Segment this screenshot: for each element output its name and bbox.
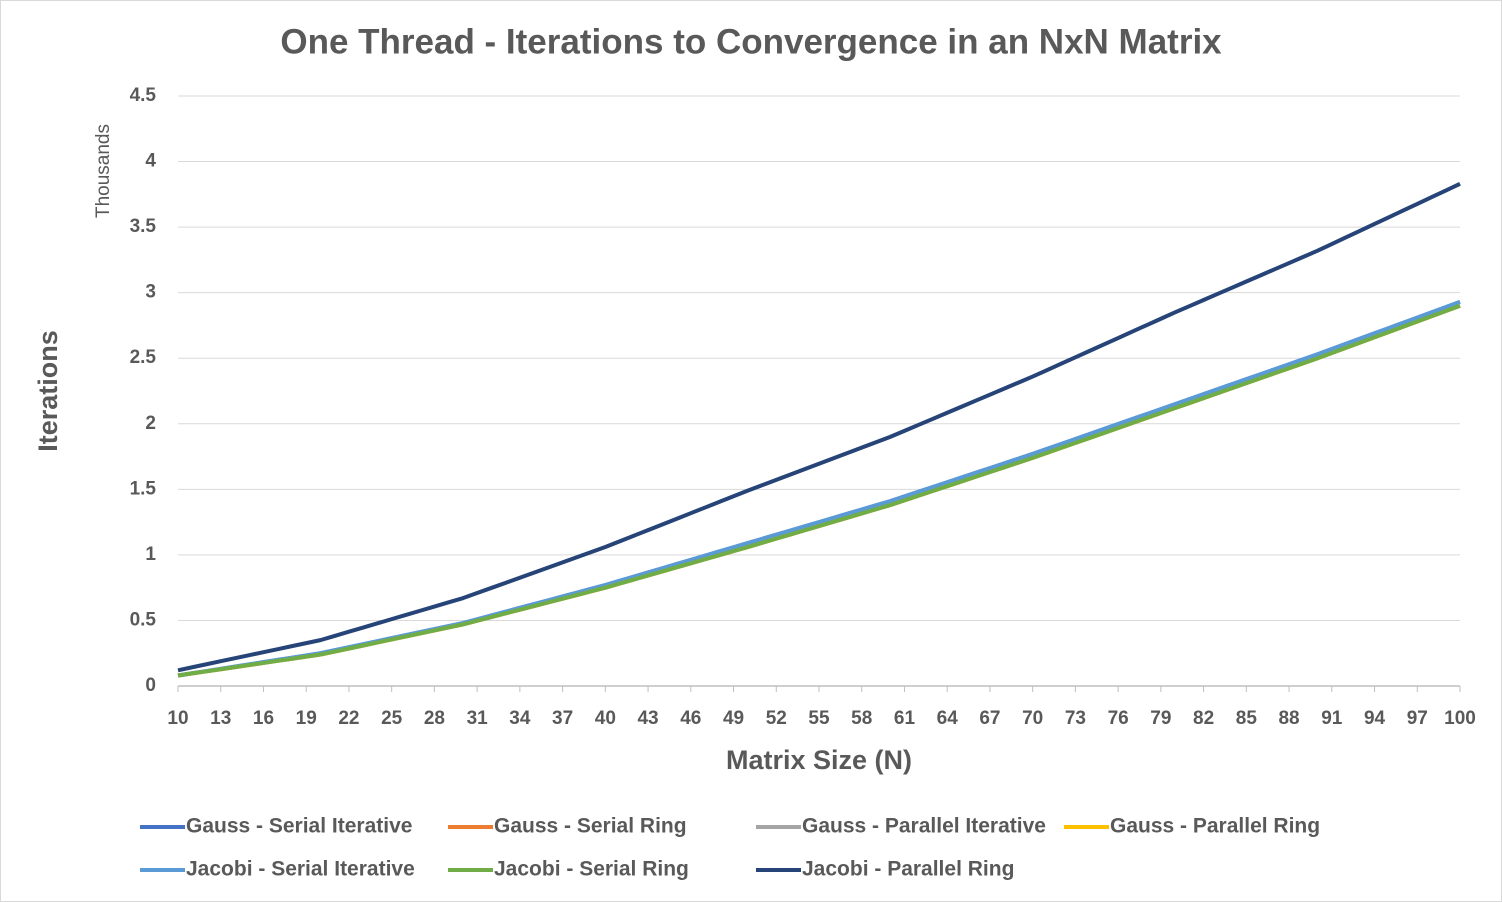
x-tick-label: 40 [595,708,616,729]
x-tick-label: 34 [509,708,531,729]
x-tick-label: 52 [766,708,787,729]
x-tick-label: 100 [1444,708,1476,729]
x-tick-label: 55 [808,708,830,729]
y-axis-label: Iterations [33,330,63,452]
x-tick-label: 79 [1150,708,1171,729]
y-tick-label: 4 [145,151,156,172]
x-tick-label: 82 [1193,708,1214,729]
x-tick-label: 58 [851,708,872,729]
x-tick-label: 37 [552,708,573,729]
series-line [177,182,1461,673]
x-tick-label: 73 [1065,708,1086,729]
y-tick-label: 1.5 [130,478,157,499]
legend-label: Jacobi - Serial Iterative [186,858,415,881]
x-tick-label: 91 [1321,708,1343,729]
legend-label: Jacobi - Serial Ring [494,858,689,881]
x-tick-label: 85 [1236,708,1258,729]
x-tick-label: 31 [467,708,489,729]
x-tick-label: 28 [424,708,445,729]
x-tick-label: 19 [296,708,317,729]
x-axis-label: Matrix Size (N) [726,745,912,775]
series-line [177,303,1461,678]
x-tick-label: 97 [1407,708,1428,729]
legend-label: Jacobi - Parallel Ring [802,858,1014,881]
legend-label: Gauss - Parallel Iterative [802,815,1046,838]
legend-label: Gauss - Serial Iterative [186,815,412,838]
x-tick-label: 88 [1278,708,1299,729]
x-tick-label: 25 [381,708,403,729]
y-unit-label: Thousands [93,124,114,218]
x-tick-label: 61 [894,708,916,729]
chart-title: One Thread - Iterations to Convergence i… [280,22,1222,61]
x-tick-label: 49 [723,708,744,729]
y-tick-label: 3.5 [130,216,157,237]
y-tick-label: 1 [145,544,156,565]
x-tick-label: 76 [1108,708,1129,729]
x-tick-label: 64 [937,708,959,729]
y-tick-label: 4.5 [130,85,157,106]
y-tick-label: 0 [145,675,156,696]
y-tick-label: 2 [145,413,156,434]
x-tick-label: 22 [338,708,359,729]
x-tick-label: 10 [167,708,188,729]
legend-label: Gauss - Parallel Ring [1110,815,1320,838]
x-tick-label: 70 [1022,708,1043,729]
x-tick-label: 43 [637,708,658,729]
x-tick-label: 13 [210,708,231,729]
y-tick-label: 0.5 [130,609,157,630]
x-tick-label: 94 [1364,708,1386,729]
legend-label: Gauss - Serial Ring [494,815,687,838]
x-tick-label: 67 [979,708,1000,729]
y-tick-label: 2.5 [130,347,157,368]
x-tick-label: 46 [680,708,701,729]
x-tick-label: 16 [253,708,274,729]
y-tick-label: 3 [145,282,156,303]
